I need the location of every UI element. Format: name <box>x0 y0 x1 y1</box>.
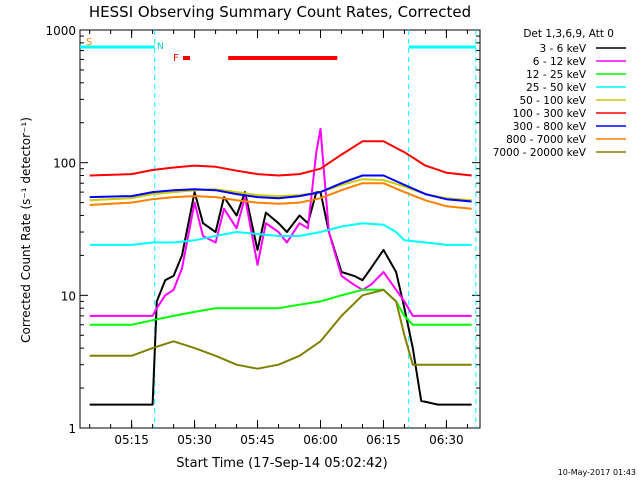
y-axis-label: Corrected Count Rate (s⁻¹ detector⁻¹) <box>19 117 33 343</box>
legend-label: 800 - 7000 keV <box>506 134 587 146</box>
legend-label: 3 - 6 keV <box>539 43 586 55</box>
y-tick-label: 1 <box>68 422 76 436</box>
x-tick-label: 06:30 <box>429 433 464 447</box>
plot-frame <box>79 29 481 429</box>
legend-label: 6 - 12 keV <box>533 56 587 68</box>
series-line-6 <box>89 140 472 177</box>
flare-flag-label: F <box>173 53 179 64</box>
series-line-9 <box>89 288 472 370</box>
series-line-4 <box>89 222 472 246</box>
legend-label: 100 - 300 keV <box>513 108 587 120</box>
night-flag-label: N <box>157 42 164 52</box>
legend-label: 7000 - 20000 keV <box>493 147 587 159</box>
series-line-5 <box>89 178 472 202</box>
legend-label: 25 - 50 keV <box>526 82 587 94</box>
x-axis-label: Start Time (17-Sep-14 05:02:42) <box>176 456 387 471</box>
x-tick-label: 05:15 <box>114 433 149 447</box>
y-tick-label: 100 <box>53 157 76 171</box>
series-line-3 <box>89 288 472 326</box>
saa-flag-label: S <box>86 37 92 48</box>
legend-header: Det 1,3,6,9, Att 0 <box>523 28 614 40</box>
y-tick-label: 10 <box>61 289 76 303</box>
series-line-1 <box>89 191 472 406</box>
legend-label: 12 - 25 keV <box>526 69 587 81</box>
legend-label: 50 - 100 keV <box>519 95 586 107</box>
series-line-2 <box>89 127 472 317</box>
series-line-8 <box>89 182 472 210</box>
y-tick-label: 1000 <box>45 24 76 38</box>
x-tick-label: 05:30 <box>177 433 212 447</box>
chart-title: HESSI Observing Summary Count Rates, Cor… <box>89 3 471 21</box>
x-tick-label: 05:45 <box>240 433 275 447</box>
legend-label: 300 - 800 keV <box>513 121 587 133</box>
x-tick-label: 06:00 <box>303 433 338 447</box>
footer-timestamp: 10-May-2017 01:43 <box>558 468 636 477</box>
series-line-7 <box>89 174 472 203</box>
x-tick-label: 06:15 <box>366 433 401 447</box>
